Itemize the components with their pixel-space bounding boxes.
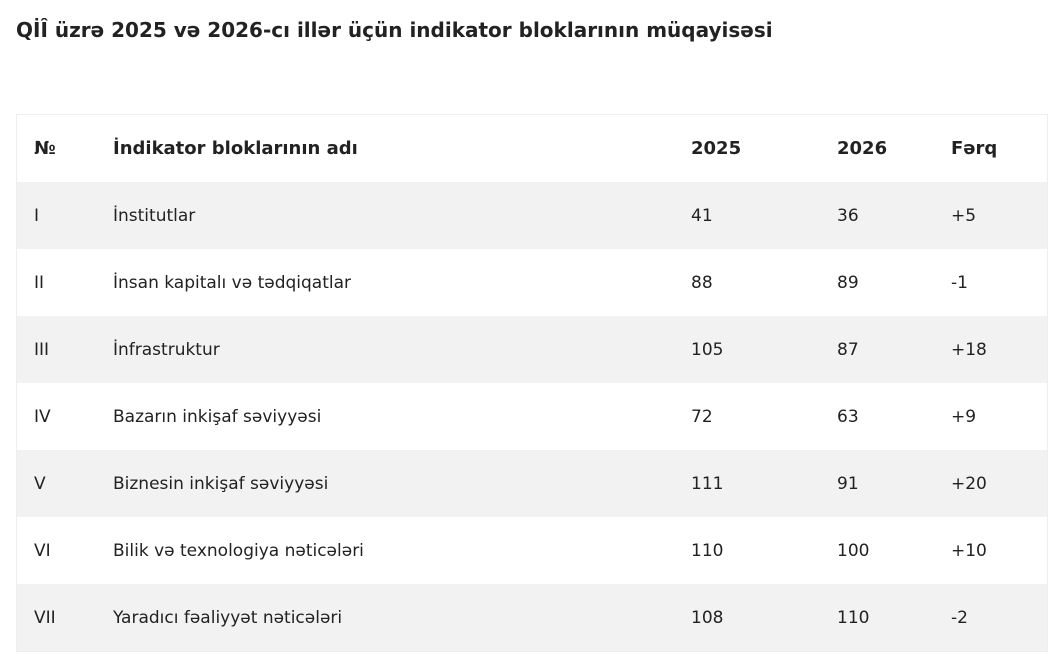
table-cell: 105 (691, 339, 724, 360)
table-header: № İndikator bloklarının adı 2025 2026 Fərq (17, 115, 1048, 183)
table-row: III İnfrastruktur 105 87 +18 (16, 316, 1048, 383)
table-cell: 111 (691, 473, 724, 494)
table-cell: +20 (951, 473, 987, 494)
table-cell: III (34, 339, 50, 360)
table-cell: II (34, 272, 45, 293)
column-header: 2025 (691, 138, 742, 159)
column-header: № (34, 138, 56, 159)
column-header: İndikator bloklarının adı (113, 138, 358, 159)
column-header: Fərq (951, 138, 998, 159)
header-row: № İndikator bloklarının adı 2025 2026 Fərq (17, 115, 1048, 183)
table-row: V Biznesin inkişaf səviyyəsi 111 91 +20 (16, 450, 1048, 517)
table-cell: 41 (691, 205, 713, 226)
table-cell: +10 (951, 540, 987, 561)
table-cell: 63 (837, 406, 859, 427)
table-cell: 100 (837, 540, 870, 561)
table-cell: İnstitutlar (113, 205, 196, 226)
table-row: II İnsan kapitalı və tədqiqatlar 88 89 -1 (16, 249, 1048, 316)
table-cell: +5 (951, 205, 977, 226)
table-cell: 36 (837, 205, 859, 226)
page-title: QİÎ üzrə 2025 və 2026-cı illər üçün indi… (16, 18, 773, 42)
column-header: 2026 (837, 138, 888, 159)
table-cell: 87 (837, 339, 859, 360)
table-cell: İnfrastruktur (113, 339, 220, 360)
table-cell: 108 (691, 607, 724, 628)
table-cell: İnsan kapitalı və tədqiqatlar (113, 272, 352, 293)
table-cell: 89 (837, 272, 859, 293)
table-row: VI Bilik və texnologiya nəticələri 110 100 +… (16, 517, 1048, 584)
comparison-table: № İndikator bloklarının adı 2025 2026 Fərq I… (16, 114, 1048, 652)
table-cell: -1 (951, 272, 968, 293)
table-body: I İnstitutlar 41 36 +5 II İnsan kapitalı və tə… (16, 182, 1048, 652)
table-cell: V (34, 473, 46, 494)
table-row: IV Bazarın inkişaf səviyyəsi 72 63 +9 (16, 383, 1048, 450)
table-cell: VII (34, 607, 56, 628)
table-cell: 91 (837, 473, 859, 494)
table-cell: Bilik və texnologiya nəticələri (113, 540, 364, 561)
table-cell: 72 (691, 406, 713, 427)
table-row: VII Yaradıcı fəaliyyət nəticələri 108 110 -2 (16, 584, 1048, 652)
table-cell: Yaradıcı fəaliyyət nəticələri (113, 607, 343, 628)
table-cell: IV (34, 406, 51, 427)
table-cell: VI (34, 540, 51, 561)
table-cell: 88 (691, 272, 713, 293)
table-cell: Bazarın inkişaf səviyyəsi (113, 406, 322, 427)
table-cell: +18 (951, 339, 987, 360)
table-cell: 110 (837, 607, 870, 628)
table-cell: -2 (951, 607, 968, 628)
table-cell: 110 (691, 540, 724, 561)
table-row: I İnstitutlar 41 36 +5 (16, 182, 1048, 249)
table-cell: +9 (951, 406, 977, 427)
table-cell: Biznesin inkişaf səviyyəsi (113, 473, 329, 494)
table-cell: I (34, 205, 40, 226)
